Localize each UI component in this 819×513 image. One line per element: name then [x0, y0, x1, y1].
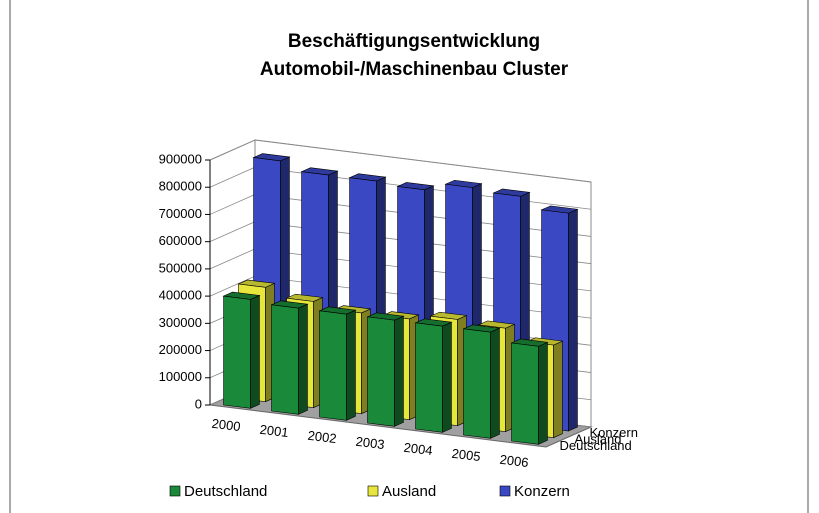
bar	[318, 306, 357, 421]
bar-front	[511, 342, 539, 445]
grid-line	[209, 139, 592, 183]
y-tick-label: 800000	[159, 179, 202, 194]
bar-side	[553, 340, 563, 439]
chart-title: Automobil-/Maschinenbau Cluster	[260, 59, 569, 80]
y-tick-label: 500000	[159, 260, 202, 275]
bar	[222, 291, 261, 409]
y-tick-label: 300000	[159, 315, 202, 330]
y-tick-label: 700000	[159, 206, 202, 221]
x-tick-label: 2005	[451, 446, 482, 464]
bar	[414, 318, 453, 433]
y-tick-label: 0	[195, 396, 202, 411]
legend-label: Konzern	[514, 483, 570, 500]
bar-front	[367, 316, 395, 427]
bar	[270, 300, 309, 415]
y-tick-label: 200000	[159, 342, 202, 357]
y-tick-label: 400000	[159, 288, 202, 303]
bar-side	[568, 208, 578, 432]
depth-label: Deutschland	[560, 438, 632, 453]
chart-title: Beschäftigungsentwicklung	[288, 31, 540, 52]
bar-front	[271, 304, 299, 415]
bar-side	[442, 321, 452, 433]
bar-side	[490, 327, 500, 439]
bar-front	[415, 322, 443, 433]
bar-side	[298, 303, 308, 415]
bar-side	[394, 315, 404, 427]
legend-swatch	[499, 485, 511, 497]
y-tick-label: 100000	[159, 369, 202, 384]
x-tick-label: 2004	[403, 440, 434, 458]
x-tick-label: 2001	[259, 422, 290, 440]
bar-side	[346, 309, 356, 421]
bar-side	[250, 294, 260, 409]
y-tick-label: 900000	[159, 151, 202, 166]
legend-swatch	[169, 485, 181, 497]
x-tick-label: 2003	[355, 434, 386, 452]
legend-label: Deutschland	[184, 483, 267, 500]
bar-front	[223, 295, 251, 409]
legend-label: Ausland	[382, 483, 436, 500]
depth-label: Ausland	[575, 431, 622, 446]
bar-side	[538, 341, 548, 445]
x-tick-label: 2006	[499, 452, 530, 470]
bar	[462, 324, 501, 439]
x-tick-label: 2002	[307, 428, 338, 446]
bar-front	[319, 310, 347, 421]
legend-swatch	[367, 485, 379, 497]
bar	[366, 312, 405, 427]
bar-front	[463, 328, 491, 439]
bar	[510, 338, 549, 445]
y-tick-label: 600000	[159, 233, 202, 248]
x-tick-label: 2000	[211, 416, 242, 434]
depth-label: Konzern	[590, 425, 638, 440]
